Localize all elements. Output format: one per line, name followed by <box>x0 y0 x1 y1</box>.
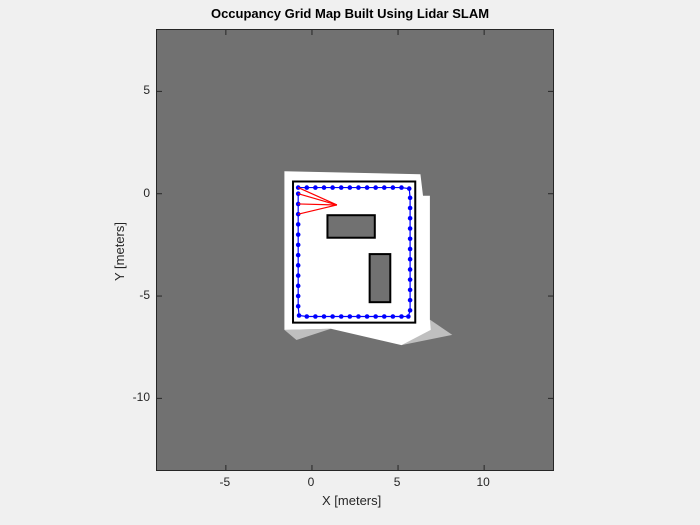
y-tick-label: -10 <box>126 390 150 404</box>
plot-title: Occupancy Grid Map Built Using Lidar SLA… <box>0 6 700 21</box>
y-tick-label: 0 <box>126 186 150 200</box>
y-tick-label: -5 <box>126 288 150 302</box>
x-tick-label: 10 <box>476 475 489 489</box>
plot-canvas <box>157 30 553 470</box>
axes-area <box>156 29 554 471</box>
x-tick-label: -5 <box>220 475 231 489</box>
x-tick-label: 0 <box>308 475 315 489</box>
y-axis-label: Y [meters] <box>112 222 127 281</box>
x-axis-label: X [meters] <box>322 493 381 508</box>
figure-window: Occupancy Grid Map Built Using Lidar SLA… <box>0 0 700 525</box>
x-tick-label: 5 <box>394 475 401 489</box>
y-tick-label: 5 <box>126 83 150 97</box>
